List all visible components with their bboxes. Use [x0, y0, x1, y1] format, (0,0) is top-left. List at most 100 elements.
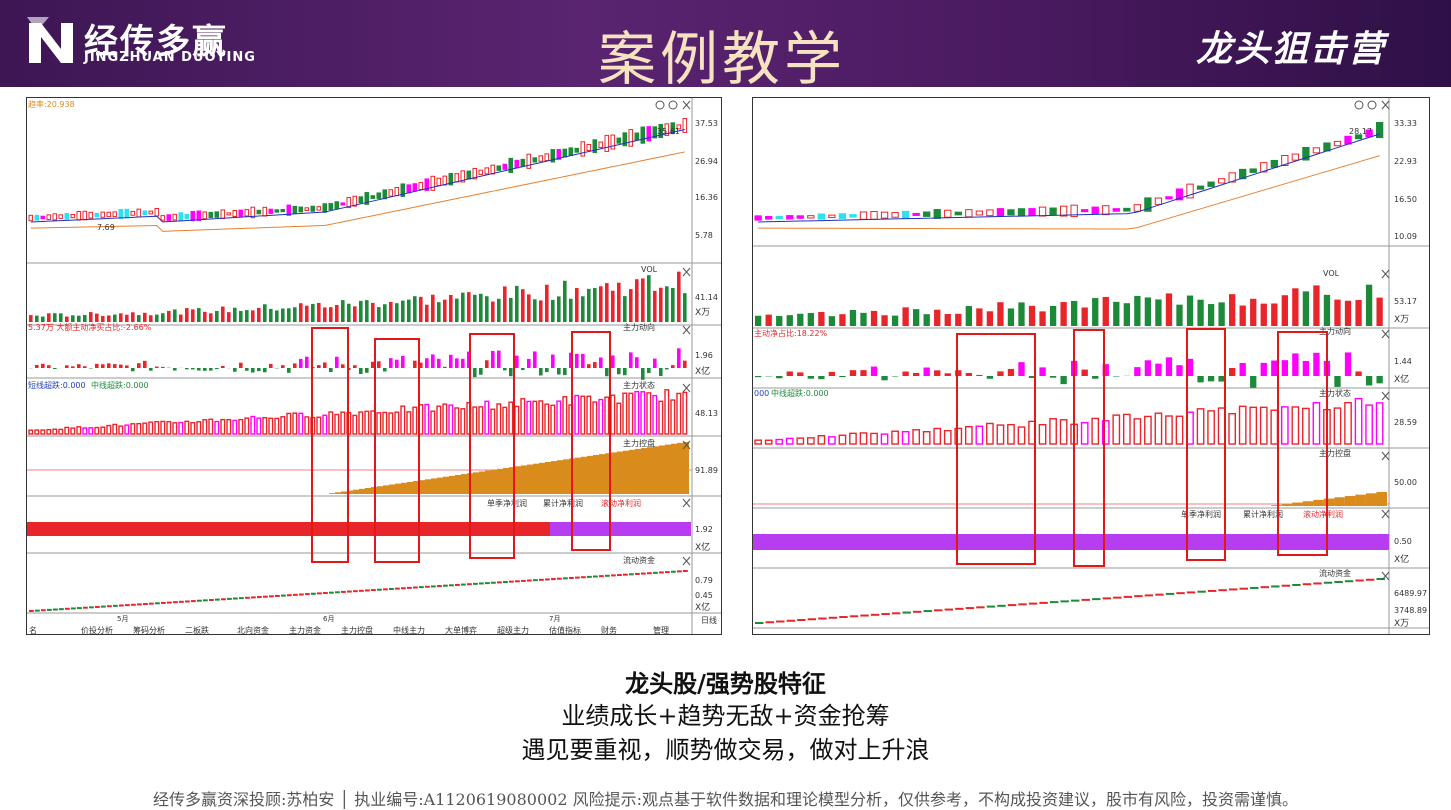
flow-mark: [407, 587, 412, 589]
settings-icon[interactable]: [1355, 101, 1363, 109]
volume-bar: [1145, 297, 1151, 326]
indicator-tab[interactable]: 价投分析: [81, 625, 113, 634]
volume-bar: [1218, 302, 1224, 326]
zlzt-bar: [557, 401, 561, 434]
indicator-tab[interactable]: 二板跌: [185, 625, 209, 634]
price-candle: [65, 214, 69, 220]
right-chart-panel[interactable]: 33.33 22.93 16.50 10.09 28.17 VOL 53.17 …: [752, 97, 1430, 635]
help-icon[interactable]: [1368, 101, 1376, 109]
close-icon[interactable]: [683, 101, 690, 109]
close-icon[interactable]: [683, 557, 690, 565]
left-chart-panel[interactable]: 趋率:20.938 37.53 26.94 16.36 5.78 35.61 7…: [26, 97, 722, 635]
indicator-tab[interactable]: 主力控盘: [341, 625, 373, 634]
flow-mark: [635, 573, 640, 575]
close-icon[interactable]: [683, 326, 690, 334]
volume-bar: [647, 275, 651, 322]
zlzt-bar: [509, 402, 513, 434]
close-icon[interactable]: [1382, 510, 1389, 518]
zlzt-bar: [461, 409, 465, 434]
flow-mark: [449, 584, 454, 586]
volume-bar: [377, 307, 381, 322]
price-candle: [521, 159, 525, 166]
month-label: 5月: [117, 615, 128, 623]
flow-mark: [281, 595, 286, 597]
close-icon[interactable]: [683, 499, 690, 507]
zlkp-bar: [479, 471, 485, 494]
indicator-tab[interactable]: 中线主力: [393, 625, 425, 634]
volume-bar: [605, 283, 609, 322]
indicator-tab[interactable]: 超级主力: [497, 625, 529, 634]
profit-tab-cumulative[interactable]: 累计净利润: [543, 498, 583, 508]
zlkp-bar: [539, 463, 545, 494]
close-icon[interactable]: [1382, 330, 1389, 338]
period-label[interactable]: 日线: [701, 615, 717, 625]
zldx-bar: [683, 361, 687, 368]
price-candle: [966, 210, 972, 217]
profit-tab-quarter[interactable]: 单季净利润: [487, 498, 527, 508]
close-icon[interactable]: [1382, 572, 1389, 580]
price-candle: [173, 214, 177, 220]
profit-tab-rolling[interactable]: 滚动净利润: [1303, 509, 1343, 519]
flow-mark: [155, 602, 160, 604]
close-icon[interactable]: [1382, 452, 1389, 460]
price-candle: [29, 215, 33, 220]
help-icon[interactable]: [669, 101, 677, 109]
left-stock-chart[interactable]: 趋率:20.938 37.53 26.94 16.36 5.78 35.61 7…: [27, 98, 721, 634]
zldx-bar: [1134, 367, 1140, 376]
flow-mark: [227, 598, 232, 600]
zlkp-bar: [659, 445, 665, 494]
close-icon[interactable]: [683, 268, 690, 276]
indicator-tab[interactable]: 筹码分析: [133, 625, 165, 634]
indicator-tab[interactable]: 估值指标: [549, 625, 581, 634]
zldx-unit: X亿: [695, 365, 710, 377]
volume-bar: [665, 286, 669, 322]
volume-bar: [641, 278, 645, 322]
zlzt-bar: [1145, 416, 1151, 444]
volume-bar: [934, 310, 940, 326]
panel-controls[interactable]: [656, 101, 690, 565]
zlzt-bar: [287, 413, 291, 434]
zlzt-bar: [1355, 399, 1361, 444]
zlzt-bar: [149, 422, 153, 434]
price-candle: [913, 213, 919, 215]
zldx-bar: [599, 357, 603, 368]
zldx-bar: [431, 354, 435, 368]
volume-bar: [41, 317, 45, 322]
indicator-tab[interactable]: 主力资金: [289, 625, 321, 634]
zldx-bar: [1334, 376, 1340, 387]
flow-mark: [1008, 604, 1016, 606]
indicator-tab[interactable]: 名: [29, 625, 37, 634]
zlzt-legend-short: 000: [754, 389, 769, 398]
close-icon[interactable]: [1382, 392, 1389, 400]
indicator-tab[interactable]: 财务: [601, 625, 617, 634]
close-icon[interactable]: [1382, 101, 1389, 109]
close-icon[interactable]: [683, 384, 690, 392]
indicator-tab[interactable]: 大单博弈: [445, 625, 477, 634]
zldx-bar: [1345, 352, 1351, 376]
indicator-tab[interactable]: 北向资金: [237, 625, 269, 634]
price-candle: [509, 158, 513, 172]
volume-bar: [1334, 300, 1340, 326]
zlzt-bar: [173, 423, 177, 434]
flow-mark: [119, 604, 124, 606]
zldx-tick: 1.96: [695, 351, 713, 360]
zldx-bar: [1366, 376, 1372, 385]
price-candle: [329, 204, 333, 210]
settings-icon[interactable]: [656, 101, 664, 109]
price-candle: [185, 214, 189, 218]
flow-label: 流动资金: [623, 555, 655, 565]
indicator-tab[interactable]: 管理: [653, 625, 669, 634]
price-candle: [89, 212, 93, 218]
zlzt-bar: [377, 413, 381, 434]
zldx-bar: [71, 366, 75, 368]
profit-tab-rolling[interactable]: 滚动净利润: [601, 498, 641, 508]
flow-mark: [1124, 596, 1132, 598]
price-candle: [683, 119, 687, 133]
zlzt-bar: [119, 426, 123, 434]
close-icon[interactable]: [1382, 270, 1389, 278]
flow-mark: [829, 617, 837, 619]
volume-bar: [1313, 285, 1319, 326]
price-candle: [776, 216, 782, 218]
right-stock-chart[interactable]: 33.33 22.93 16.50 10.09 28.17 VOL 53.17 …: [753, 98, 1429, 634]
flow-mark: [839, 616, 847, 618]
